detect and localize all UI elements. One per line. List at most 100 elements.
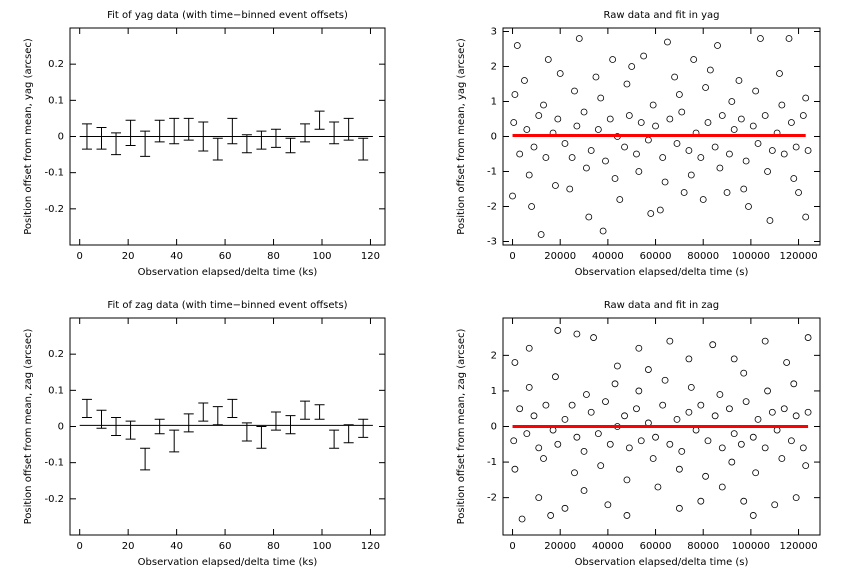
x-tick-label: 20 — [122, 251, 135, 262]
data-point — [652, 433, 659, 441]
data-point — [711, 412, 719, 420]
data-point — [757, 35, 764, 42]
data-point — [709, 341, 717, 349]
data-point — [540, 101, 547, 109]
data-point — [571, 469, 578, 477]
data-point — [685, 408, 693, 416]
error-bar — [358, 418, 369, 438]
data-point — [764, 387, 771, 395]
y-tick-label: -0.1 — [44, 168, 64, 179]
x-tick-label: 20000 — [544, 541, 576, 552]
data-point — [702, 472, 709, 480]
data-point — [761, 337, 769, 345]
data-point — [525, 171, 533, 179]
data-point — [790, 380, 798, 388]
data-point — [606, 115, 614, 123]
data-point — [597, 94, 605, 102]
data-point — [754, 415, 762, 423]
data-point — [685, 147, 693, 154]
data-point — [649, 101, 657, 109]
data-point — [799, 444, 807, 452]
data-point — [573, 330, 581, 338]
x-tick-label: 60000 — [640, 251, 672, 262]
error-bar — [329, 121, 340, 145]
data-point — [783, 359, 791, 366]
x-tick-label: 0 — [77, 251, 83, 262]
data-point — [509, 192, 516, 200]
x-tick-label: 80 — [267, 541, 280, 552]
x-tick-label: 120000 — [779, 251, 817, 262]
y-tick-label: -2 — [487, 202, 497, 213]
data-point — [690, 56, 698, 63]
y-axis-label: Position offset from mean, zag (arcsec) — [456, 328, 467, 524]
error-bar — [183, 117, 194, 141]
data-point — [787, 119, 795, 126]
error-bar — [125, 420, 136, 440]
data-point — [528, 203, 536, 210]
y-tick-label: -1 — [487, 457, 497, 468]
data-point — [616, 196, 624, 203]
y-tick-label: -2 — [487, 493, 497, 504]
x-tick-label: 80 — [267, 251, 280, 262]
x-tick-label: 20 — [122, 541, 135, 552]
data-point — [666, 440, 674, 448]
data-point — [697, 154, 705, 161]
y-tick-label: -0.2 — [44, 494, 64, 505]
error-bar — [358, 137, 369, 161]
x-tick-label: 100000 — [732, 251, 770, 262]
data-point — [661, 376, 669, 384]
data-point — [623, 476, 631, 484]
data-point — [609, 56, 617, 63]
error-bar — [169, 117, 180, 145]
error-bar — [81, 123, 92, 150]
data-point — [623, 80, 631, 88]
data-point — [580, 108, 588, 116]
x-axis-label: Observation elapsed/delta time (s) — [575, 557, 749, 568]
x-tick-label: 40 — [170, 541, 183, 552]
data-point — [554, 440, 562, 448]
data-point — [778, 455, 786, 462]
data-point — [649, 455, 657, 462]
y-tick-label: -3 — [487, 237, 497, 248]
data-point — [666, 337, 674, 345]
data-point — [535, 444, 543, 452]
data-point — [587, 408, 595, 416]
data-point — [644, 136, 652, 144]
data-point — [516, 405, 524, 413]
y-tick-label: 0 — [491, 422, 497, 433]
y-tick-label: 2 — [491, 350, 497, 361]
data-point — [718, 112, 726, 119]
data-point — [737, 440, 745, 448]
x-tick-label: 0 — [509, 541, 515, 552]
data-point — [702, 84, 709, 91]
error-bar — [212, 406, 223, 426]
data-point — [511, 465, 519, 473]
data-point — [804, 334, 812, 341]
data-point — [635, 387, 643, 395]
data-point — [735, 77, 743, 84]
data-point — [718, 444, 726, 452]
data-point — [540, 455, 547, 462]
data-point — [621, 412, 628, 420]
data-point — [740, 369, 748, 377]
data-point — [730, 126, 738, 133]
y-tick-label: 1 — [491, 97, 497, 108]
error-bar — [111, 416, 122, 437]
data-point — [633, 405, 640, 413]
data-point — [742, 398, 750, 405]
data-point — [511, 359, 519, 366]
error-bar — [285, 415, 296, 435]
error-bar — [198, 402, 209, 422]
y-tick-label: 1 — [491, 386, 497, 397]
y-tick-label: -1 — [487, 167, 497, 178]
data-point — [771, 501, 779, 509]
data-point — [723, 189, 731, 196]
data-point — [675, 465, 683, 473]
data-point — [644, 366, 652, 373]
data-point — [804, 408, 812, 416]
data-point — [697, 401, 705, 409]
data-point — [687, 383, 695, 391]
panel-title: Fit of yag data (with time−binned event … — [107, 10, 348, 21]
data-point — [556, 70, 564, 77]
